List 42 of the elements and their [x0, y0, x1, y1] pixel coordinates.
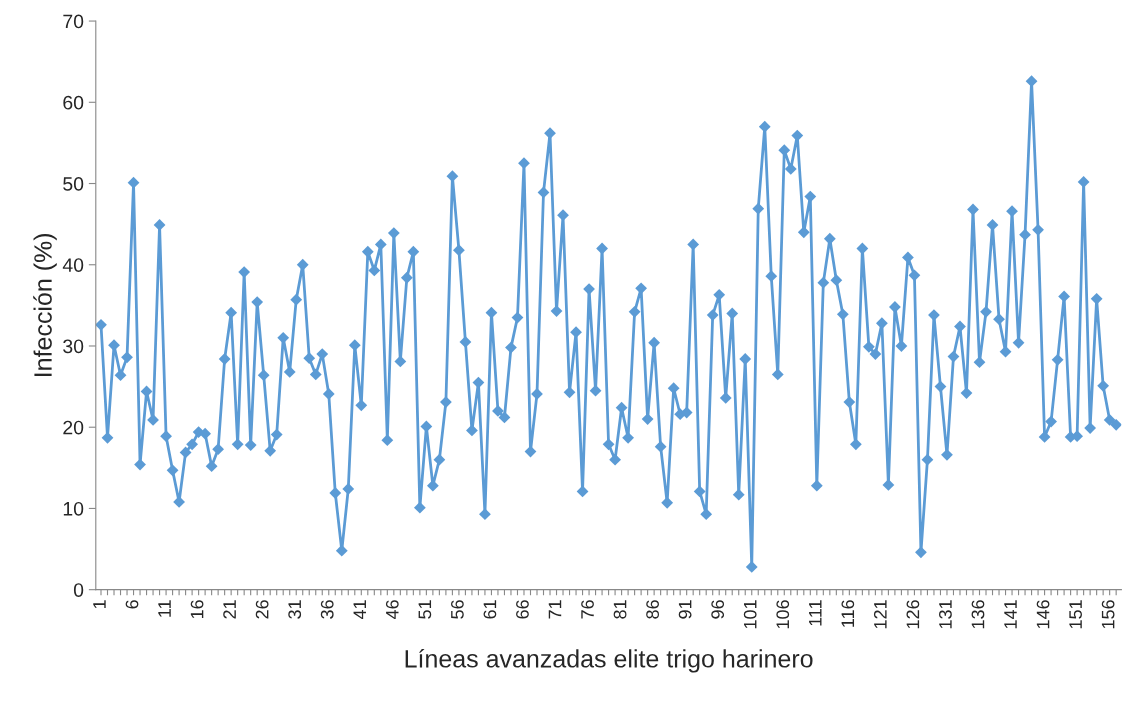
- x-tick-label: 136: [971, 600, 985, 629]
- x-tick-label: 91: [678, 600, 692, 619]
- x-tick-label: 61: [483, 600, 497, 619]
- x-tick-label: 41: [353, 600, 366, 620]
- x-tick-label: 71: [548, 600, 562, 619]
- x-tick-label: 16: [190, 600, 204, 619]
- x-tick-label: 96: [711, 600, 725, 619]
- x-tick-label: 101: [743, 600, 757, 629]
- y-axis-title: Infección (%): [33, 233, 57, 376]
- x-tick-label: 31: [288, 600, 302, 619]
- x-axis-title: Líneas avanzadas elite trigo harinero: [405, 648, 813, 673]
- x-tick-label: 141: [1004, 600, 1017, 629]
- x-tick-label: 151: [1069, 600, 1082, 629]
- x-tick-label: 76: [581, 600, 594, 619]
- x-tick-label: 106: [776, 600, 790, 629]
- y-tick-label: 40: [62, 258, 84, 272]
- x-tick-label: 156: [1101, 600, 1115, 629]
- x-tick-label: 131: [939, 600, 952, 629]
- x-tick-label: 11: [158, 600, 171, 617]
- x-tick-label: 86: [646, 600, 659, 619]
- x-tick-label: 21: [223, 600, 236, 619]
- x-tick-label: 116: [841, 600, 855, 627]
- x-tick-label: 126: [906, 600, 920, 629]
- x-tick-label: 51: [418, 600, 432, 619]
- y-tick-label: 30: [63, 339, 84, 354]
- x-tick-label: 36: [320, 600, 334, 619]
- y-tick-label: 20: [63, 420, 84, 435]
- y-tick-label: 50: [63, 176, 84, 191]
- x-tick-label: 46: [385, 600, 399, 620]
- x-tick-label: 1: [93, 600, 106, 609]
- x-tick-label: 81: [613, 600, 627, 619]
- x-tick-label: 146: [1036, 600, 1050, 629]
- x-tick-label: 66: [516, 600, 529, 619]
- y-tick-label: 0: [73, 583, 84, 597]
- x-tick-label: 26: [255, 600, 269, 619]
- y-tick-label: 60: [63, 95, 84, 110]
- y-tick-label: 10: [63, 501, 84, 516]
- x-tick-label: 6: [125, 600, 139, 609]
- x-tick-label: 121: [873, 600, 887, 629]
- x-tick-label: 111: [809, 600, 822, 626]
- x-tick-label: 56: [450, 600, 464, 619]
- y-tick-label: 70: [63, 14, 84, 29]
